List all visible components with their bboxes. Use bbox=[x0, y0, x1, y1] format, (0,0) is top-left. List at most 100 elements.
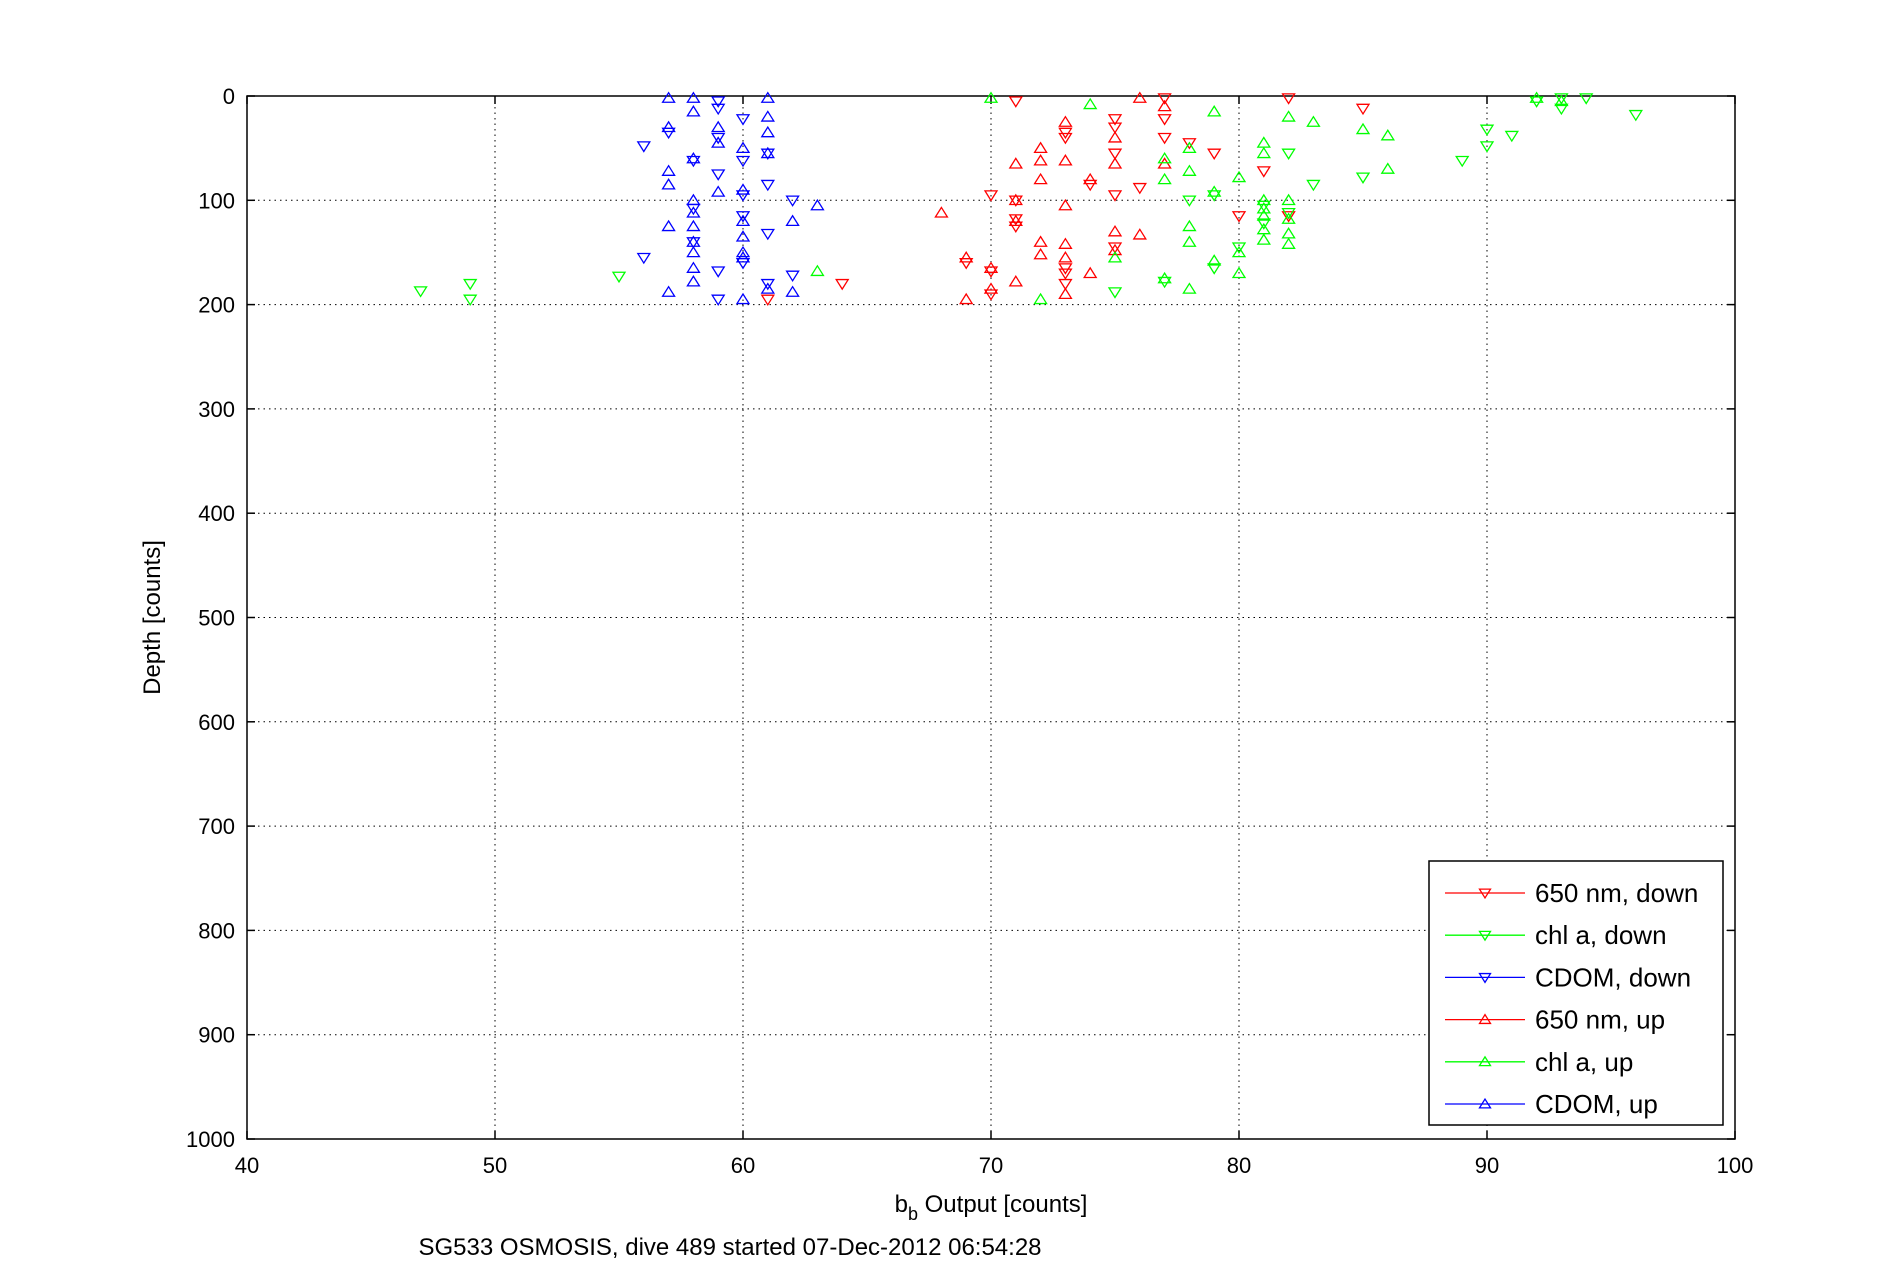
y-tick-label: 900 bbox=[198, 1023, 235, 1048]
data-point bbox=[1207, 254, 1222, 266]
data-point bbox=[711, 136, 726, 148]
data-point bbox=[1256, 200, 1271, 213]
data-point bbox=[1058, 268, 1073, 280]
data-point bbox=[983, 282, 999, 294]
data-points bbox=[413, 91, 1643, 307]
data-point bbox=[983, 289, 999, 301]
data-point bbox=[1058, 198, 1073, 211]
legend-item: CDOM, down bbox=[1445, 962, 1691, 992]
series-0 bbox=[760, 93, 1371, 307]
data-point bbox=[735, 190, 751, 202]
data-point bbox=[686, 155, 701, 168]
legend-marker bbox=[1478, 1055, 1492, 1067]
data-point bbox=[1182, 195, 1197, 207]
data-point bbox=[1554, 103, 1569, 116]
data-point bbox=[1058, 132, 1073, 145]
data-point bbox=[735, 258, 751, 270]
data-point bbox=[686, 261, 701, 273]
data-point bbox=[735, 114, 751, 126]
data-point bbox=[686, 245, 701, 258]
y-tick-label: 700 bbox=[198, 814, 235, 839]
data-point bbox=[735, 183, 751, 195]
data-point bbox=[1281, 227, 1296, 239]
series-2 bbox=[636, 96, 800, 307]
legend-marker bbox=[1478, 972, 1492, 984]
data-point bbox=[760, 125, 775, 138]
data-point bbox=[1380, 129, 1395, 141]
data-point bbox=[1058, 115, 1073, 127]
data-point bbox=[1182, 219, 1197, 232]
data-point bbox=[1157, 93, 1172, 105]
data-point bbox=[760, 228, 775, 241]
data-point bbox=[1058, 237, 1073, 249]
data-point bbox=[1008, 275, 1023, 287]
data-point bbox=[1306, 179, 1321, 192]
data-point bbox=[661, 120, 676, 133]
data-point bbox=[1281, 110, 1296, 122]
data-point bbox=[1033, 292, 1048, 305]
data-point bbox=[1157, 172, 1172, 185]
data-point bbox=[1231, 245, 1247, 258]
data-point bbox=[1479, 124, 1495, 137]
data-point bbox=[1107, 242, 1123, 254]
data-point bbox=[835, 278, 850, 291]
data-point bbox=[785, 214, 800, 227]
data-point bbox=[661, 127, 676, 140]
data-point bbox=[983, 261, 999, 273]
x-tick-label: 80 bbox=[1227, 1153, 1251, 1178]
legend-item: chl a, down bbox=[1445, 920, 1667, 950]
data-point bbox=[1207, 105, 1222, 117]
data-point bbox=[1058, 251, 1073, 263]
y-tick-label: 500 bbox=[198, 606, 235, 631]
data-point bbox=[1628, 109, 1643, 122]
data-point bbox=[1008, 157, 1023, 169]
data-point bbox=[785, 285, 800, 297]
data-point bbox=[1256, 233, 1271, 245]
data-point bbox=[735, 251, 751, 263]
legend-marker bbox=[1478, 888, 1492, 900]
x-axis-label-main: b bbox=[895, 1191, 908, 1218]
data-point bbox=[735, 245, 751, 258]
legend-item: 650 nm, down bbox=[1445, 878, 1698, 908]
data-point bbox=[760, 294, 775, 307]
data-point bbox=[1107, 148, 1123, 160]
data-point bbox=[413, 286, 428, 298]
series-5 bbox=[661, 91, 825, 305]
data-point bbox=[760, 91, 775, 103]
y-tick-label: 300 bbox=[198, 397, 235, 422]
data-point bbox=[1107, 243, 1123, 256]
data-point bbox=[983, 91, 999, 103]
series-4 bbox=[810, 91, 1569, 305]
x-tick-label: 100 bbox=[1717, 1153, 1754, 1178]
data-point bbox=[1157, 99, 1172, 112]
data-point bbox=[760, 110, 775, 122]
x-axis-label-rest: Output [counts] bbox=[918, 1191, 1087, 1218]
legend-marker bbox=[1478, 1097, 1492, 1109]
data-point bbox=[686, 275, 701, 287]
data-point bbox=[1231, 266, 1247, 279]
legend-marker bbox=[1478, 930, 1492, 942]
data-point bbox=[735, 155, 751, 168]
data-point bbox=[611, 271, 627, 284]
data-point bbox=[1107, 157, 1123, 169]
data-point bbox=[1529, 91, 1544, 103]
data-point bbox=[1058, 127, 1073, 140]
legend-label: CDOM, down bbox=[1535, 962, 1691, 992]
data-point bbox=[1256, 202, 1271, 214]
data-point bbox=[1256, 166, 1271, 178]
legend-label: 650 nm, down bbox=[1535, 878, 1698, 908]
data-point bbox=[735, 211, 751, 223]
data-point bbox=[711, 96, 726, 108]
data-point bbox=[1504, 130, 1519, 143]
data-point bbox=[686, 203, 701, 216]
caption: SG533 OSMOSIS, dive 489 started 07-Dec-2… bbox=[418, 1234, 1041, 1261]
data-point bbox=[1207, 185, 1222, 197]
data-point bbox=[1281, 237, 1296, 249]
data-point bbox=[1083, 97, 1098, 110]
data-point bbox=[1256, 209, 1271, 221]
legend-marker bbox=[1478, 1013, 1492, 1025]
data-point bbox=[760, 179, 775, 192]
data-point bbox=[1455, 155, 1470, 168]
data-point bbox=[1207, 148, 1222, 160]
